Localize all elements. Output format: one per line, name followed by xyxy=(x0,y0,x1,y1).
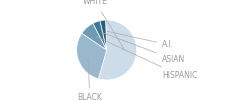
Text: A.I.: A.I. xyxy=(107,31,174,49)
Wedge shape xyxy=(98,20,137,80)
Text: WHITE: WHITE xyxy=(83,0,125,50)
Text: ASIAN: ASIAN xyxy=(102,33,185,64)
Wedge shape xyxy=(77,33,107,79)
Text: BLACK: BLACK xyxy=(77,59,102,100)
Wedge shape xyxy=(82,23,107,50)
Wedge shape xyxy=(100,20,107,50)
Text: HISPANIC: HISPANIC xyxy=(96,37,197,80)
Wedge shape xyxy=(93,21,107,50)
